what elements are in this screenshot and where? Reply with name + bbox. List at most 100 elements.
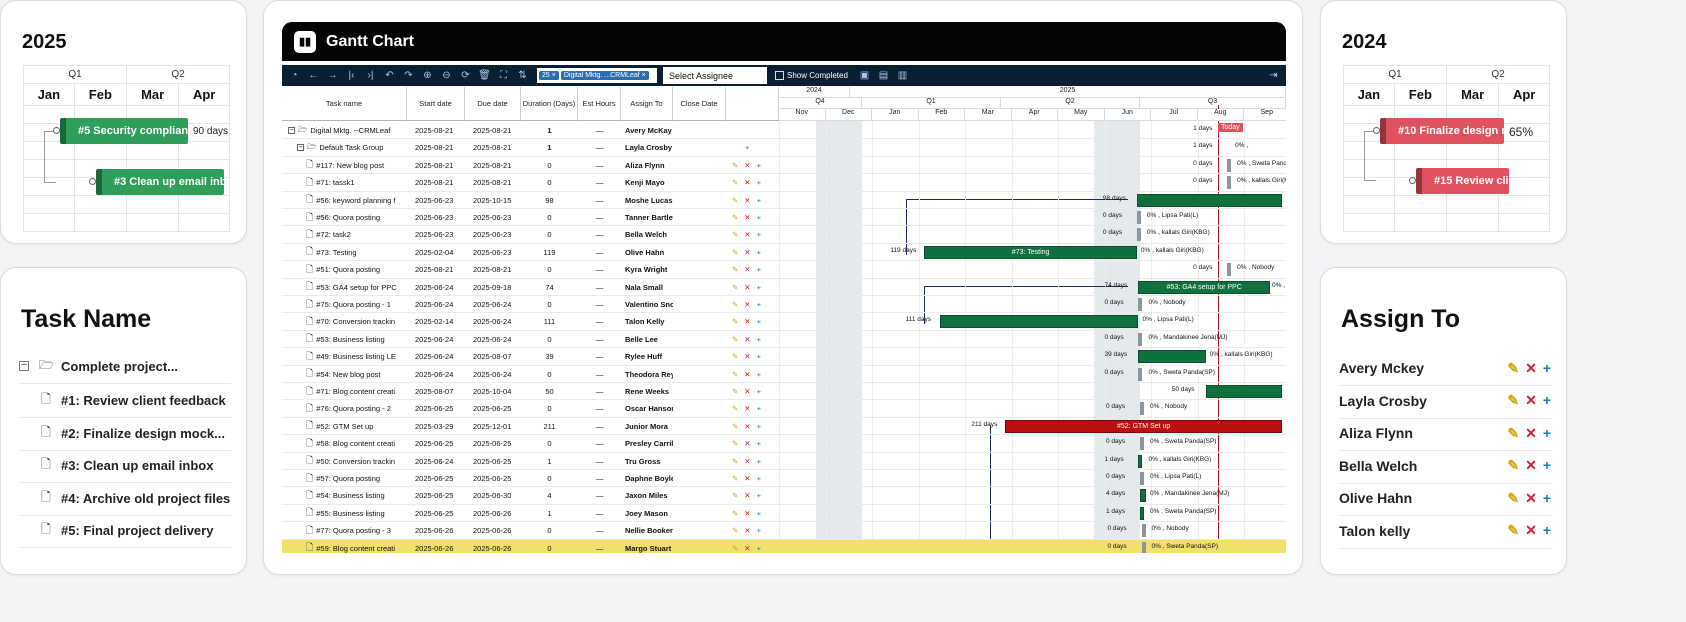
add-icon[interactable]: + xyxy=(756,421,761,431)
delete-icon[interactable]: ✕ xyxy=(1525,489,1537,506)
delete-icon[interactable]: ✕ xyxy=(744,282,751,292)
due-date-cell[interactable]: 2025-06-23 xyxy=(473,230,512,240)
task-row[interactable]: 🗋 #51: Quora posting 2025-08-21 2025-08-21 0… xyxy=(282,261,1286,279)
save-icon[interactable]: ▥ xyxy=(897,70,908,81)
est-hours-cell[interactable]: — xyxy=(595,456,604,466)
delete-icon[interactable]: ✕ xyxy=(744,334,751,344)
est-hours-cell[interactable]: — xyxy=(595,247,604,257)
milestone-bar[interactable] xyxy=(1136,211,1141,224)
add-icon[interactable]: + xyxy=(756,247,761,257)
due-date-cell[interactable]: 2025-08-21 xyxy=(473,265,512,275)
duration-cell[interactable]: 0 xyxy=(547,230,552,240)
task-name-cell[interactable]: 🗋 #55: Business listing xyxy=(306,505,407,522)
edit-icon[interactable]: ✎ xyxy=(732,421,739,431)
task-name-cell[interactable]: 🗋 #53: GA4 setup for PPC xyxy=(306,279,407,296)
task-name-cell[interactable]: 🗋 #51: Quora posting xyxy=(306,261,407,278)
due-date-cell[interactable]: 2025-06-24 xyxy=(473,317,512,327)
start-date-cell[interactable]: 2025-06-24 xyxy=(415,369,454,379)
task-row[interactable]: − 🗁 Default Task Group 2025-08-21 2025-08-21… xyxy=(282,139,1286,157)
delete-icon[interactable]: ✕ xyxy=(744,265,751,275)
est-hours-cell[interactable]: — xyxy=(595,265,604,275)
due-date-cell[interactable]: 2025-06-26 xyxy=(473,508,512,518)
est-hours-cell[interactable]: — xyxy=(595,282,604,292)
edit-icon[interactable]: ✎ xyxy=(732,369,739,379)
start-date-cell[interactable]: 2025-03-29 xyxy=(415,421,454,431)
start-date-cell[interactable]: 2025-08-21 xyxy=(415,265,454,275)
undo-icon[interactable]: ↶ xyxy=(385,70,394,81)
assignee-cell[interactable]: Jaxon Miles xyxy=(625,491,668,501)
add-icon[interactable]: + xyxy=(756,230,761,240)
add-icon[interactable]: + xyxy=(756,178,761,188)
milestone-bar[interactable] xyxy=(1138,298,1143,311)
edit-icon[interactable]: ✎ xyxy=(732,404,739,414)
duration-cell[interactable]: 0 xyxy=(547,334,552,344)
task-name-cell[interactable]: 🗋 #49: Business listing LE xyxy=(306,348,407,365)
duration-cell[interactable]: 50 xyxy=(545,387,554,396)
due-date-cell[interactable]: 2025-08-21 xyxy=(473,178,512,188)
export-picture-icon[interactable]: ▤ xyxy=(878,70,889,81)
duration-cell[interactable]: 0 xyxy=(547,404,552,414)
task-row[interactable]: 🗋 #54: New blog post 2025-06-24 2025-06-24 0… xyxy=(282,366,1286,383)
duration-cell[interactable]: 1 xyxy=(547,508,552,518)
edit-icon[interactable]: ✎ xyxy=(732,247,739,257)
task-row[interactable]: − 🗁 Digital Mktg. --CRMLeaf 2025-08-21 2025-… xyxy=(282,122,1286,140)
est-hours-cell[interactable]: — xyxy=(595,526,604,536)
fullscreen-icon[interactable]: ⛶ xyxy=(500,70,507,81)
export-image-icon[interactable]: ▣ xyxy=(859,70,870,81)
task-row[interactable]: 🗋 #55: Business listing 2025-06-25 2025-06-… xyxy=(282,505,1286,523)
task-row[interactable]: 🗋 #57: Quora posting 2025-06-25 2025-06-25 0… xyxy=(282,470,1286,488)
task-name-cell[interactable]: 🗋 #54: Business listing xyxy=(306,487,407,504)
add-icon[interactable]: + xyxy=(756,317,761,327)
task-row[interactable]: 🗋 #117: New blog post 2025-08-21 2025-08-21… xyxy=(282,157,1286,175)
add-icon[interactable]: + xyxy=(1542,424,1551,441)
assignee-cell[interactable]: Nala Small xyxy=(625,282,663,292)
delete-icon[interactable]: ✕ xyxy=(744,213,751,222)
delete-icon[interactable]: ✕ xyxy=(744,195,751,205)
start-date-cell[interactable]: 2025-08-21 xyxy=(415,143,454,153)
assignee-row[interactable]: Avery Mckey ✎ ✕ + xyxy=(1339,351,1551,386)
delete-icon[interactable]: ✕ xyxy=(1525,457,1537,473)
task-name-cell[interactable]: 🗋 #70: Conversion trackin xyxy=(306,313,407,330)
start-date-cell[interactable]: 2025-06-25 xyxy=(415,404,454,414)
milestone-bar[interactable] xyxy=(1138,332,1143,346)
est-hours-cell[interactable]: — xyxy=(595,300,604,309)
task-name-cell[interactable]: 🗋 #117: New blog post xyxy=(306,157,407,174)
task-name-cell[interactable]: 🗋 #52: GTM Set up xyxy=(306,418,407,435)
start-date-cell[interactable]: 2025-06-25 xyxy=(415,439,454,449)
task-bar[interactable]: #52: GTM Set up xyxy=(1005,419,1282,433)
due-date-cell[interactable]: 2025-08-21 xyxy=(473,143,512,153)
task-bar[interactable]: #53: GA4 setup for PPC xyxy=(1138,280,1270,294)
task-row[interactable]: 🗋 #50: Conversion trackin 2025-06-24 2025-0… xyxy=(282,453,1286,470)
redo-icon[interactable]: ↷ xyxy=(404,70,413,81)
task-item[interactable]: 🗋 #5: Final project delivery xyxy=(19,513,231,548)
start-date-cell[interactable]: 2025-06-25 xyxy=(415,508,454,518)
assignee-select[interactable]: Select Assignee xyxy=(663,67,767,84)
delete-icon[interactable]: ✕ xyxy=(744,317,751,327)
due-date-cell[interactable]: 2025-08-07 xyxy=(473,352,512,362)
assignee-row[interactable]: Olive Hahn ✎ ✕ + xyxy=(1339,481,1551,516)
filter-chip[interactable]: Digital Mktg. ...CRMLeaf × xyxy=(560,71,649,80)
assignee-cell[interactable]: Margo Stuart xyxy=(625,543,672,553)
task-row[interactable]: 🗋 #52: GTM Set up 2025-03-29 2025-12-01 211—… xyxy=(282,418,1286,436)
add-icon[interactable]: + xyxy=(756,491,761,501)
add-icon[interactable]: + xyxy=(1542,522,1551,538)
milestone-bar[interactable] xyxy=(1141,541,1146,553)
start-date-cell[interactable]: 2025-08-21 xyxy=(415,160,454,170)
assignee-cell[interactable]: Oscar Hanson xyxy=(625,404,673,414)
est-hours-cell[interactable]: — xyxy=(595,543,604,553)
duration-cell[interactable]: 119 xyxy=(543,247,556,257)
edit-icon[interactable]: ✎ xyxy=(732,334,739,344)
delete-icon[interactable]: ✕ xyxy=(1525,424,1537,441)
assignee-cell[interactable]: Aliza Flynn xyxy=(625,160,665,170)
start-date-cell[interactable]: 2025-06-25 xyxy=(415,474,454,483)
add-icon[interactable]: + xyxy=(756,282,761,292)
est-hours-cell[interactable]: — xyxy=(595,143,604,153)
milestone-bar[interactable] xyxy=(1139,489,1146,503)
task-name-cell[interactable]: − 🗁 Digital Mktg. --CRMLeaf xyxy=(288,122,407,139)
delete-icon[interactable]: ✕ xyxy=(1525,359,1537,376)
assignee-cell[interactable]: Tanner Bartlett xyxy=(625,213,673,222)
edit-icon[interactable]: ✎ xyxy=(1507,489,1520,506)
add-icon[interactable]: + xyxy=(756,300,761,309)
milestone-bar[interactable] xyxy=(1138,454,1143,468)
assignee-cell[interactable]: Belle Lee xyxy=(625,334,658,344)
